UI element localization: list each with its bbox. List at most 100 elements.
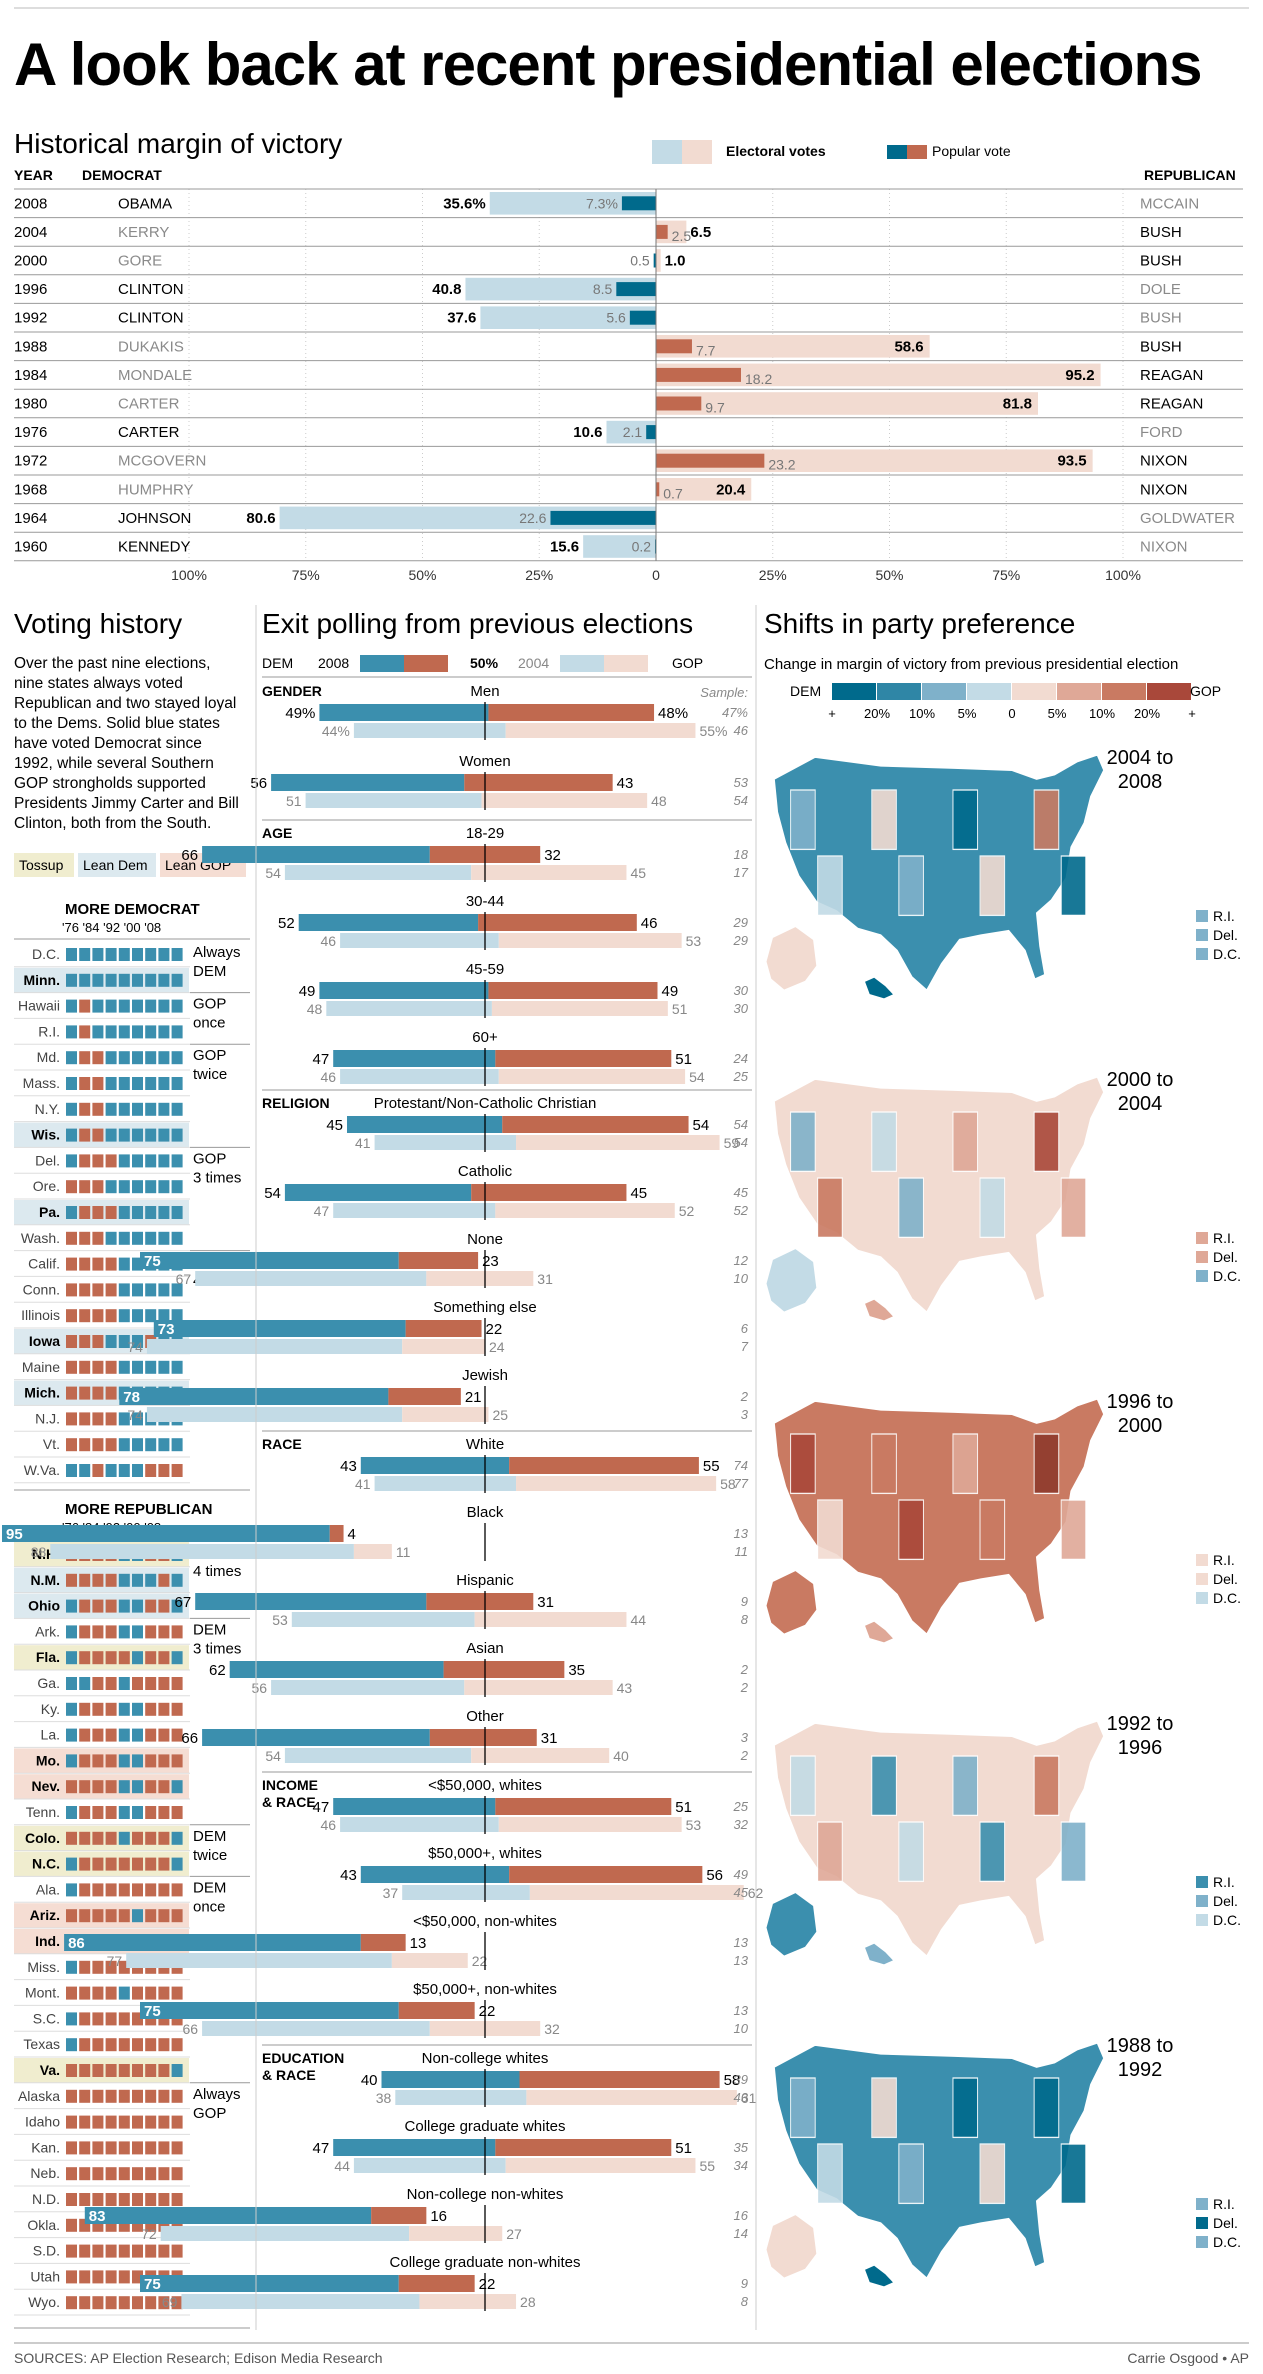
vh-vote-square <box>171 1180 183 1194</box>
shift-map-state <box>790 2077 816 2139</box>
vh-vote-square <box>171 2167 183 2181</box>
exit-bar-2008-dem <box>64 1934 361 1951</box>
vh-vote-square <box>132 1573 143 1587</box>
vh-vote-square <box>171 2038 183 2052</box>
exit-bar-2004-gop <box>498 1817 682 1832</box>
vh-vote-square <box>118 1728 130 1742</box>
vh-vote-square <box>118 2193 130 2206</box>
vh-vote-square <box>66 1464 77 1477</box>
exit-sample-2004: 14 <box>734 2226 748 2241</box>
exit-bar-2004-gop <box>409 2226 503 2241</box>
vh-vote-square <box>158 1728 170 1742</box>
exit-section-label: RACE <box>262 1436 302 1452</box>
shift-map-state <box>898 1177 924 1239</box>
exit-label-2004-dem: 53 <box>272 1612 288 1628</box>
vh-state-label: Ind. <box>35 1933 60 1949</box>
vh-vote-square <box>118 1206 130 1219</box>
vh-vote-square <box>145 1986 157 2000</box>
vh-vote-square <box>132 1154 143 1168</box>
vh-vote-square <box>171 1651 183 1665</box>
vh-vote-square <box>132 1077 143 1090</box>
exit-bar-2004-gop <box>464 1680 613 1695</box>
exit-bar-2008-gop <box>398 2002 475 2019</box>
exit-bar-2004-gop <box>491 1001 668 1016</box>
vh-vote-square <box>132 1051 143 1065</box>
vh-vote-square <box>145 1128 157 1142</box>
vh-group-label: Always <box>193 944 241 961</box>
vh-vote-square <box>118 2064 130 2077</box>
vh-vote-square <box>105 973 117 987</box>
vh-state-label: Ga. <box>37 1675 60 1691</box>
vh-vote-square <box>132 1309 143 1323</box>
vh-vote-square <box>118 1960 130 1974</box>
vh-vote-square <box>145 1206 157 1219</box>
exit-sample-2004: 29 <box>733 933 748 948</box>
vh-state-label: Ark. <box>35 1623 60 1639</box>
vh-vote-square <box>145 1780 157 1794</box>
vh-vote-square <box>158 1231 170 1245</box>
history-popular-label: 18.2 <box>745 371 772 387</box>
vh-vote-square <box>145 1754 157 1768</box>
exit-label-2008-dem: 45 <box>326 1117 343 1134</box>
exit-bar-2008-dem <box>202 846 430 863</box>
exit-sample-2008: 53 <box>734 775 749 790</box>
vh-section-header: MORE REPUBLICAN <box>65 1501 213 1518</box>
vh-vote-square <box>145 2167 157 2181</box>
exit-label-2008-dem: 49 <box>299 983 316 1000</box>
history-rep-candidate: DOLE <box>1140 281 1181 298</box>
shift-small-state-label: Del. <box>1213 1893 1238 1909</box>
shift-small-state-swatch <box>1196 2236 1208 2248</box>
exit-label-2008-dem: 62 <box>209 1662 226 1679</box>
vh-vote-square <box>92 1806 104 1819</box>
vh-vote-square <box>132 1128 143 1142</box>
vh-vote-square <box>132 2296 143 2310</box>
vh-vote-square <box>158 2038 170 2052</box>
history-year-label: 1984 <box>14 367 47 384</box>
shift-map-state <box>1060 1177 1087 1239</box>
exit-label-2008-gop: 31 <box>537 1594 554 1611</box>
vh-vote-square <box>118 1335 130 1348</box>
vh-state-label: Nev. <box>31 1778 60 1794</box>
legend-popular-dem-swatch <box>887 145 907 159</box>
vh-vote-square <box>92 1154 104 1168</box>
exit-label-2008-gop: 54 <box>693 1117 710 1134</box>
shift-map-state <box>817 1499 843 1561</box>
history-electoral-label: 6.5 <box>690 224 711 241</box>
vh-vote-square <box>105 1651 117 1665</box>
vh-vote-square <box>158 2089 170 2103</box>
exit-bar-2004-dem <box>271 1680 465 1695</box>
vh-vote-square <box>171 1728 183 1742</box>
shift-map-us-shape <box>773 753 1105 992</box>
history-electoral-label: 80.6 <box>246 510 275 527</box>
history-rep-candidate: BUSH <box>1140 224 1182 241</box>
vh-vote-square <box>79 1386 91 1400</box>
exit-sample-2008: 29 <box>733 915 748 930</box>
exit-label-2004-gop: 24 <box>489 1339 505 1355</box>
exit-sample-2008: 2 <box>740 1389 749 1404</box>
vh-vote-square <box>158 999 170 1013</box>
vh-vote-square <box>66 948 77 961</box>
vh-vote-square <box>79 2064 91 2077</box>
exit-sample-2004: 45 <box>734 1885 749 1900</box>
vh-vote-square <box>171 1102 183 1116</box>
exit-sample-2004: 17 <box>734 865 749 880</box>
shift-small-state-label: R.I. <box>1213 1552 1235 1568</box>
vh-vote-square <box>118 1573 130 1587</box>
history-electoral-label: 81.8 <box>1003 396 1032 413</box>
vh-vote-square <box>145 1309 157 1323</box>
shift-small-state-label: R.I. <box>1213 908 1235 924</box>
legend-electoral-dem-swatch <box>652 140 682 164</box>
exit-label-2008-gop: 16 <box>430 2208 447 2225</box>
vh-vote-square <box>66 1831 77 1845</box>
exit-sample-2008: 9 <box>741 2276 748 2291</box>
shift-map-state <box>871 1111 897 1173</box>
shift-map-state <box>898 2143 924 2205</box>
exit-label-2008-dem: 75 <box>144 1253 161 1270</box>
vh-vote-square <box>92 1257 104 1271</box>
vh-vote-square <box>145 1283 157 1297</box>
vh-vote-square <box>79 2089 91 2103</box>
shift-map-us-shape <box>773 1719 1105 1958</box>
exit-bar-2008-dem <box>347 1116 503 1133</box>
exit-label-2004-dem: 46 <box>321 1069 337 1085</box>
